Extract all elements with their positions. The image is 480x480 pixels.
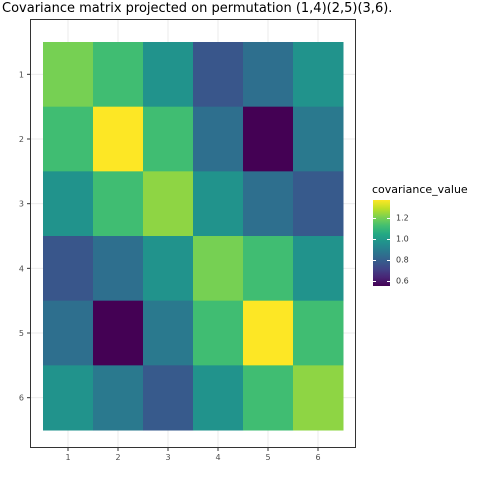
- heatmap-tile-r3-c5: [243, 171, 294, 237]
- heatmap-tile-r4-c3: [143, 236, 194, 302]
- heatmap-tile-r1-c3: [143, 42, 194, 108]
- chart-title: Covariance matrix projected on permutati…: [2, 1, 393, 16]
- y-tick-label: 2: [19, 135, 24, 144]
- heatmap-tile-r3-c3: [143, 171, 194, 237]
- legend-title: covariance_value: [372, 183, 468, 196]
- legend-tick-mark: [373, 217, 376, 219]
- heatmap-tile-r2-c6: [293, 106, 344, 172]
- heatmap-tile-r4-c2: [93, 236, 144, 302]
- x-tick-label: 4: [215, 453, 220, 462]
- heatmap-tile-r6-c5: [243, 365, 294, 431]
- heatmap-tile-r2-c3: [143, 106, 194, 172]
- x-tick-label: 3: [165, 453, 170, 462]
- heatmap-tile-r1-c4: [193, 42, 244, 108]
- heatmap-tile-r4-c4: [193, 236, 244, 302]
- heatmap-tile-r4-c5: [243, 236, 294, 302]
- heatmap-tile-r6-c2: [93, 365, 144, 431]
- heatmap-tile-r6-c1: [43, 365, 94, 431]
- x-tick-label: 5: [265, 453, 270, 462]
- legend-tick-mark: [387, 259, 390, 261]
- heatmap-tile-r1-c6: [293, 42, 344, 108]
- heatmap-tile-r6-c6: [293, 365, 344, 431]
- y-tick-label: 6: [19, 394, 24, 403]
- legend-tick-mark: [387, 217, 390, 219]
- heatmap-tile-r6-c4: [193, 365, 244, 431]
- y-tick-label: 3: [19, 200, 24, 209]
- heatmap-tile-r1-c5: [243, 42, 294, 108]
- legend-tick-mark: [387, 238, 390, 240]
- heatmap-tile-r2-c1: [43, 106, 94, 172]
- heatmap-tile-r1-c1: [43, 42, 94, 108]
- legend-tick-label: 1.0: [396, 234, 409, 244]
- legend-tick-mark: [387, 280, 390, 282]
- heatmap-tile-r4-c1: [43, 236, 94, 302]
- heatmap-tile-r5-c4: [193, 300, 244, 366]
- legend-tick-mark: [373, 238, 376, 240]
- heatmap-tile-r5-c2: [93, 300, 144, 366]
- legend-tick-mark: [373, 259, 376, 261]
- heatmap-tile-r3-c2: [93, 171, 144, 237]
- legend-tick-label: 0.6: [396, 276, 409, 286]
- y-tick-label: 1: [19, 70, 24, 79]
- heatmap-tile-r1-c2: [93, 42, 144, 108]
- plot-border: [30, 19, 356, 448]
- heatmap-tile-r6-c3: [143, 365, 194, 431]
- legend-tick-label: 0.8: [396, 255, 409, 265]
- color-legend: covariance_value 1.2 1.0 0.8 0.6: [372, 183, 468, 286]
- x-tick-label: 1: [65, 453, 70, 462]
- heatmap-tile-r3-c6: [293, 171, 344, 237]
- x-tick-label: 2: [115, 453, 120, 462]
- heatmap-tile-r3-c4: [193, 171, 244, 237]
- legend-tick-label: 1.2: [396, 213, 409, 223]
- heatmap-tile-r2-c5: [243, 106, 294, 172]
- heatmap-tile-r5-c1: [43, 300, 94, 366]
- heatmap-tile-r3-c1: [43, 171, 94, 237]
- y-tick-label: 5: [19, 329, 24, 338]
- heatmap-tile-r5-c6: [293, 300, 344, 366]
- heatmap-tile-r5-c5: [243, 300, 294, 366]
- heatmap-tile-r2-c2: [93, 106, 144, 172]
- heatmap-tile-r4-c6: [293, 236, 344, 302]
- legend-tick-mark: [373, 280, 376, 282]
- heatmap-tile-r2-c4: [193, 106, 244, 172]
- heatmap-tile-r5-c3: [143, 300, 194, 366]
- x-tick-label: 6: [315, 453, 320, 462]
- legend-colorbar: [373, 200, 390, 286]
- y-tick-label: 4: [19, 264, 24, 273]
